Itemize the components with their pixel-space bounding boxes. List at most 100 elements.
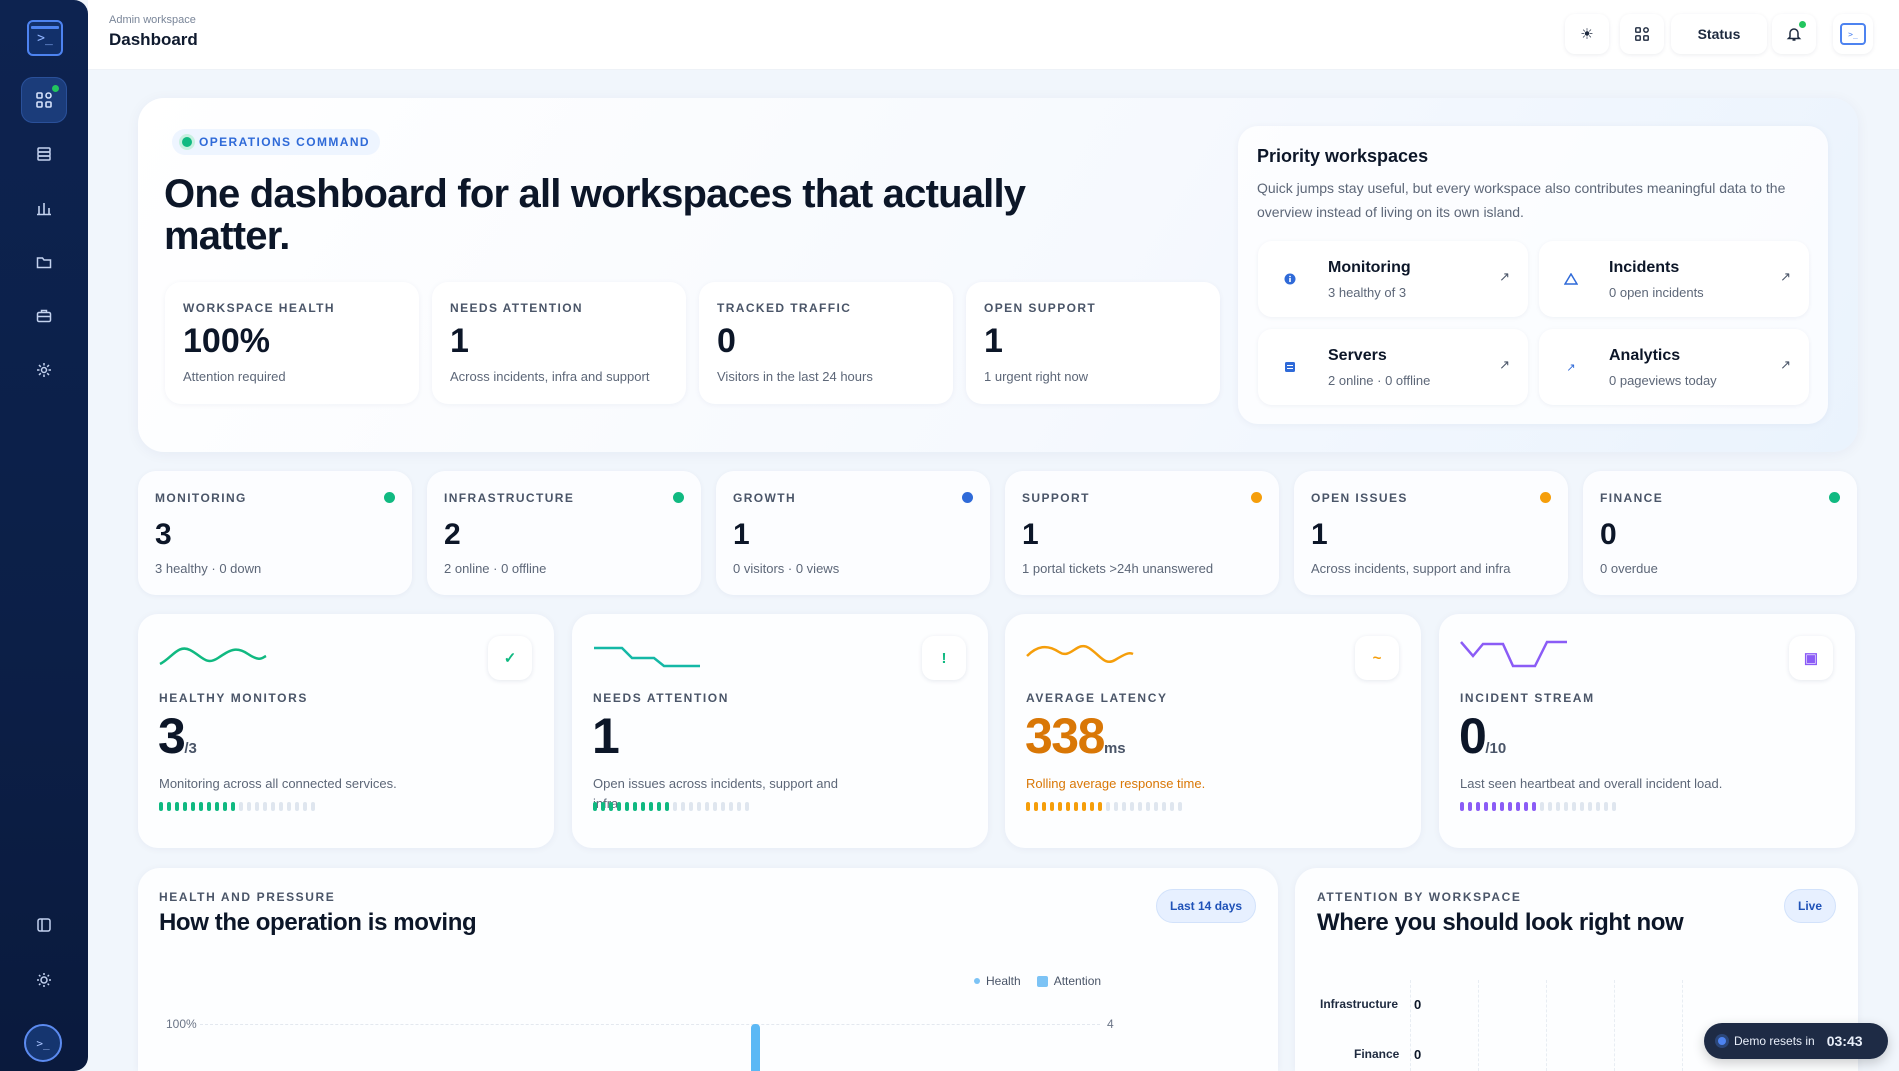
y-axis-left-top: 100% xyxy=(166,1017,197,1031)
progress-tick xyxy=(1162,802,1166,811)
kpi-card: NEEDS ATTENTION 1 Across incidents, infr… xyxy=(432,282,686,404)
sun-icon: ☀ xyxy=(1580,26,1594,43)
module-card-monitoring[interactable]: MONITORING 3 3 healthy · 0 down xyxy=(138,471,412,595)
grid-icon xyxy=(1635,27,1649,41)
module-card-finance[interactable]: FINANCE 0 0 overdue xyxy=(1583,471,1857,595)
metric-label: AVERAGE LATENCY xyxy=(1026,691,1168,705)
status-dot xyxy=(1829,492,1840,503)
workspace-link-analytics[interactable]: ↗ Analytics 0 pageviews today ↗ xyxy=(1539,329,1809,405)
metric-value: 338ms xyxy=(1025,708,1126,764)
sidebar-item-files[interactable] xyxy=(21,239,67,285)
progress-tick xyxy=(689,802,693,811)
progress-tick xyxy=(279,802,283,811)
workspace-link-incidents[interactable]: Incidents 0 open incidents ↗ xyxy=(1539,241,1809,317)
progress-tick xyxy=(311,802,315,811)
arrow-up-right-icon: ↗ xyxy=(1499,269,1510,284)
progress-tick xyxy=(1122,802,1126,811)
attention-row-value: 0 xyxy=(1414,997,1422,1012)
sidebar-item-collapse[interactable] xyxy=(21,902,67,948)
date-range-chip[interactable]: Last 14 days xyxy=(1156,889,1257,923)
metric-value: 1 xyxy=(592,708,620,764)
arrow-up-right-icon: ↗ xyxy=(1499,357,1510,372)
module-value: 1 xyxy=(1022,518,1039,551)
progress-tick xyxy=(593,802,597,811)
module-label: FINANCE xyxy=(1600,491,1664,505)
progress-tick xyxy=(1082,802,1086,811)
progress-tick xyxy=(159,802,163,811)
kpi-value: 0 xyxy=(717,322,736,360)
progress-tick xyxy=(1154,802,1158,811)
progress-tick xyxy=(1572,802,1576,811)
module-label: GROWTH xyxy=(733,491,797,505)
progress-tick xyxy=(231,802,235,811)
trend-icon: ↗ xyxy=(1566,361,1576,374)
attention-bar xyxy=(751,1024,760,1071)
status-button[interactable]: Status xyxy=(1671,14,1767,54)
progress-tick xyxy=(1548,802,1552,811)
progress-tick xyxy=(1460,802,1464,811)
progress-tick xyxy=(247,802,251,811)
module-sub: Across incidents, support and infra xyxy=(1311,561,1511,576)
legend-health: Health xyxy=(986,974,1021,988)
progress-tick xyxy=(199,802,203,811)
status-dot xyxy=(384,492,395,503)
module-card-open-issues[interactable]: OPEN ISSUES 1 Across incidents, support … xyxy=(1294,471,1568,595)
progress-tick xyxy=(271,802,275,811)
sidebar-item-business[interactable] xyxy=(21,293,67,339)
user-avatar[interactable]: >_ xyxy=(24,1024,62,1062)
sidebar-item-dashboard[interactable] xyxy=(21,77,67,123)
progress-tick xyxy=(673,802,677,811)
sidebar-item-settings[interactable] xyxy=(21,347,67,393)
workspace-link-servers[interactable]: Servers 2 online · 0 offline ↗ xyxy=(1258,329,1528,405)
arrow-up-right-icon: ↗ xyxy=(1780,357,1791,372)
workspace-link-monitoring[interactable]: Monitoring 3 healthy of 3 ↗ xyxy=(1258,241,1528,317)
progress-tick xyxy=(737,802,741,811)
account-button[interactable]: >_ xyxy=(1833,14,1873,54)
bar-chart-icon xyxy=(37,203,51,216)
progress-tick xyxy=(1170,802,1174,811)
kpi-value: 1 xyxy=(450,322,469,360)
progress-tick xyxy=(1540,802,1544,811)
module-card-support[interactable]: SUPPORT 1 1 portal tickets >24h unanswer… xyxy=(1005,471,1279,595)
metric-card-healthy-monitors: ✓ HEALTHY MONITORS 3/3 Monitoring across… xyxy=(138,614,554,848)
module-sub: 0 overdue xyxy=(1600,561,1658,576)
progress-tick xyxy=(1058,802,1062,811)
sidebar-item-theme[interactable] xyxy=(21,957,67,1003)
progress-tick xyxy=(303,802,307,811)
workspace-sub: 0 pageviews today xyxy=(1609,373,1717,388)
kpi-sub: Across incidents, infra and support xyxy=(450,369,650,384)
apps-button[interactable] xyxy=(1620,14,1664,54)
module-sub: 1 portal tickets >24h unanswered xyxy=(1022,561,1214,576)
kpi-card: TRACKED TRAFFIC 0 Visitors in the last 2… xyxy=(699,282,953,404)
progress-tick xyxy=(183,802,187,811)
gridline xyxy=(1546,980,1547,1071)
progress-ticks xyxy=(1460,802,1616,811)
theme-toggle-button[interactable]: ☀ xyxy=(1565,14,1609,54)
progress-tick xyxy=(1556,802,1560,811)
stream-icon: ▣ xyxy=(1789,636,1833,680)
briefcase-icon xyxy=(36,309,52,323)
metric-sub: Monitoring across all connected services… xyxy=(159,776,397,791)
progress-tick xyxy=(617,802,621,811)
breadcrumb: Admin workspace xyxy=(109,14,196,26)
progress-tick xyxy=(729,802,733,811)
progress-tick xyxy=(745,802,749,811)
status-dot xyxy=(1718,1037,1726,1045)
metric-card-incident-stream: ▣ INCIDENT STREAM 0/10 Last seen heartbe… xyxy=(1439,614,1855,848)
live-chip[interactable]: Live xyxy=(1784,889,1837,923)
terminal-logo-icon[interactable]: >_ xyxy=(27,20,63,56)
module-card-growth[interactable]: GROWTH 1 0 visitors · 0 views xyxy=(716,471,990,595)
top-bar: Admin workspace Dashboard ☀ Status >_ xyxy=(88,0,1899,70)
progress-tick xyxy=(1178,802,1182,811)
metric-value: 0/10 xyxy=(1459,708,1507,764)
gridline xyxy=(1478,980,1479,1071)
module-card-infrastructure[interactable]: INFRASTRUCTURE 2 2 online · 0 offline xyxy=(427,471,701,595)
module-value: 1 xyxy=(733,518,750,551)
progress-ticks xyxy=(593,802,749,811)
workspace-name: Monitoring xyxy=(1328,259,1411,276)
notifications-button[interactable] xyxy=(1772,14,1816,54)
sidebar-item-servers[interactable] xyxy=(21,131,67,177)
sidebar: >_ >_ xyxy=(0,0,88,1071)
sidebar-item-analytics[interactable] xyxy=(21,185,67,231)
module-label: SUPPORT xyxy=(1022,491,1090,505)
